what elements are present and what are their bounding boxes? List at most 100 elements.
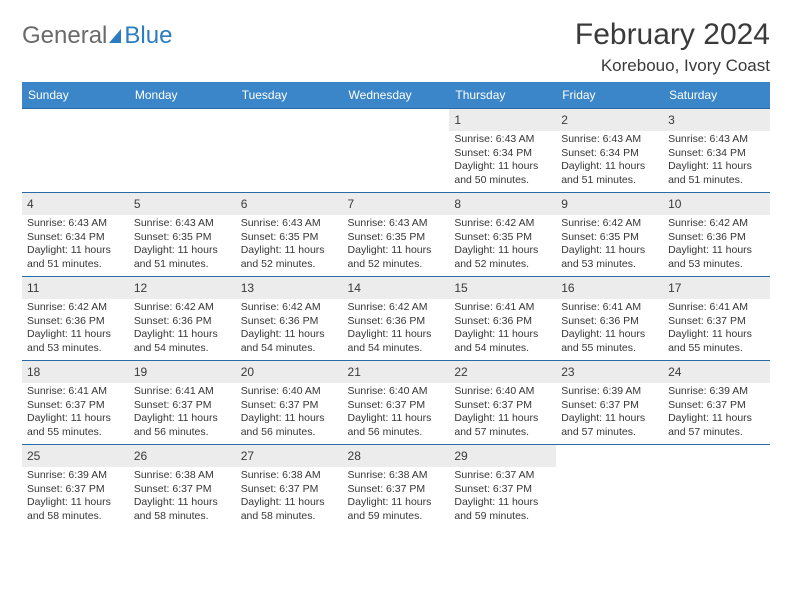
sunset-text: Sunset: 6:36 PM <box>668 231 765 245</box>
weekday-tuesday: Tuesday <box>236 82 343 109</box>
sunset-text: Sunset: 6:37 PM <box>241 483 338 497</box>
daylight-text: Daylight: 11 hours and 54 minutes. <box>241 328 338 355</box>
day-content: Sunrise: 6:39 AMSunset: 6:37 PMDaylight:… <box>556 383 663 443</box>
month-title: February 2024 <box>575 18 770 52</box>
sunset-text: Sunset: 6:37 PM <box>348 399 445 413</box>
calendar-cell: 5Sunrise: 6:43 AMSunset: 6:35 PMDaylight… <box>129 193 236 277</box>
logo: General Blue <box>22 22 172 50</box>
calendar-cell-empty <box>22 109 129 193</box>
day-content: Sunrise: 6:41 AMSunset: 6:37 PMDaylight:… <box>663 299 770 359</box>
day-content: Sunrise: 6:38 AMSunset: 6:37 PMDaylight:… <box>129 467 236 527</box>
sunset-text: Sunset: 6:37 PM <box>348 483 445 497</box>
sunrise-text: Sunrise: 6:42 AM <box>27 301 124 315</box>
calendar-cell: 13Sunrise: 6:42 AMSunset: 6:36 PMDayligh… <box>236 277 343 361</box>
daylight-text: Daylight: 11 hours and 53 minutes. <box>27 328 124 355</box>
day-number: 5 <box>129 193 236 215</box>
daylight-text: Daylight: 11 hours and 55 minutes. <box>27 412 124 439</box>
day-content: Sunrise: 6:42 AMSunset: 6:36 PMDaylight:… <box>663 215 770 275</box>
sunrise-text: Sunrise: 6:39 AM <box>668 385 765 399</box>
day-content: Sunrise: 6:42 AMSunset: 6:35 PMDaylight:… <box>556 215 663 275</box>
sunrise-text: Sunrise: 6:43 AM <box>348 217 445 231</box>
calendar-cell: 19Sunrise: 6:41 AMSunset: 6:37 PMDayligh… <box>129 361 236 445</box>
daylight-text: Daylight: 11 hours and 55 minutes. <box>561 328 658 355</box>
day-number: 20 <box>236 361 343 383</box>
calendar-cell: 21Sunrise: 6:40 AMSunset: 6:37 PMDayligh… <box>343 361 450 445</box>
daylight-text: Daylight: 11 hours and 59 minutes. <box>348 496 445 523</box>
calendar-cell: 2Sunrise: 6:43 AMSunset: 6:34 PMDaylight… <box>556 109 663 193</box>
day-number: 26 <box>129 445 236 467</box>
day-content: Sunrise: 6:43 AMSunset: 6:34 PMDaylight:… <box>663 131 770 191</box>
daylight-text: Daylight: 11 hours and 54 minutes. <box>348 328 445 355</box>
calendar-cell: 20Sunrise: 6:40 AMSunset: 6:37 PMDayligh… <box>236 361 343 445</box>
sunrise-text: Sunrise: 6:43 AM <box>134 217 231 231</box>
day-number: 25 <box>22 445 129 467</box>
calendar-cell-empty <box>129 109 236 193</box>
weekday-wednesday: Wednesday <box>343 82 450 109</box>
day-content: Sunrise: 6:43 AMSunset: 6:34 PMDaylight:… <box>449 131 556 191</box>
sunset-text: Sunset: 6:34 PM <box>668 147 765 161</box>
day-number: 8 <box>449 193 556 215</box>
day-content: Sunrise: 6:38 AMSunset: 6:37 PMDaylight:… <box>343 467 450 527</box>
calendar-cell-empty <box>663 445 770 529</box>
calendar-cell: 23Sunrise: 6:39 AMSunset: 6:37 PMDayligh… <box>556 361 663 445</box>
calendar-cell: 7Sunrise: 6:43 AMSunset: 6:35 PMDaylight… <box>343 193 450 277</box>
title-block: February 2024 Korebouo, Ivory Coast <box>575 18 770 76</box>
sunrise-text: Sunrise: 6:37 AM <box>454 469 551 483</box>
sunset-text: Sunset: 6:36 PM <box>134 315 231 329</box>
sunset-text: Sunset: 6:37 PM <box>668 315 765 329</box>
day-content: Sunrise: 6:39 AMSunset: 6:37 PMDaylight:… <box>22 467 129 527</box>
day-number: 15 <box>449 277 556 299</box>
calendar-cell: 9Sunrise: 6:42 AMSunset: 6:35 PMDaylight… <box>556 193 663 277</box>
daylight-text: Daylight: 11 hours and 52 minutes. <box>348 244 445 271</box>
logo-text-general: General <box>22 22 107 50</box>
calendar-row: 11Sunrise: 6:42 AMSunset: 6:36 PMDayligh… <box>22 277 770 361</box>
sunset-text: Sunset: 6:35 PM <box>454 231 551 245</box>
sunset-text: Sunset: 6:37 PM <box>134 399 231 413</box>
calendar-cell: 15Sunrise: 6:41 AMSunset: 6:36 PMDayligh… <box>449 277 556 361</box>
day-content: Sunrise: 6:42 AMSunset: 6:36 PMDaylight:… <box>129 299 236 359</box>
sunset-text: Sunset: 6:35 PM <box>241 231 338 245</box>
day-number: 21 <box>343 361 450 383</box>
sunrise-text: Sunrise: 6:40 AM <box>241 385 338 399</box>
day-content: Sunrise: 6:43 AMSunset: 6:35 PMDaylight:… <box>236 215 343 275</box>
day-number: 18 <box>22 361 129 383</box>
daylight-text: Daylight: 11 hours and 51 minutes. <box>561 160 658 187</box>
calendar-cell: 3Sunrise: 6:43 AMSunset: 6:34 PMDaylight… <box>663 109 770 193</box>
day-number: 22 <box>449 361 556 383</box>
daylight-text: Daylight: 11 hours and 58 minutes. <box>27 496 124 523</box>
calendar-cell: 27 Sunrise: 6:38 AMSunset: 6:37 PMDayligh… <box>236 445 343 529</box>
calendar-row: 18Sunrise: 6:41 AMSunset: 6:37 PMDayligh… <box>22 361 770 445</box>
day-number: 9 <box>556 193 663 215</box>
sunset-text: Sunset: 6:36 PM <box>27 315 124 329</box>
sunrise-text: Sunrise: 6:38 AM <box>241 469 338 483</box>
sunrise-text: Sunrise: 6:41 AM <box>454 301 551 315</box>
calendar-cell: 18Sunrise: 6:41 AMSunset: 6:37 PMDayligh… <box>22 361 129 445</box>
daylight-text: Daylight: 11 hours and 50 minutes. <box>454 160 551 187</box>
day-number: 28 <box>343 445 450 467</box>
sunset-text: Sunset: 6:37 PM <box>27 483 124 497</box>
sunset-text: Sunset: 6:37 PM <box>454 399 551 413</box>
calendar-row: 1Sunrise: 6:43 AMSunset: 6:34 PMDaylight… <box>22 109 770 193</box>
daylight-text: Daylight: 11 hours and 58 minutes. <box>134 496 231 523</box>
sunrise-text: Sunrise: 6:43 AM <box>241 217 338 231</box>
sunset-text: Sunset: 6:36 PM <box>561 315 658 329</box>
daylight-text: Daylight: 11 hours and 57 minutes. <box>561 412 658 439</box>
day-content: Sunrise: 6:37 AMSunset: 6:37 PMDaylight:… <box>449 467 556 527</box>
day-number: 19 <box>129 361 236 383</box>
day-content: Sunrise: 6:42 AMSunset: 6:36 PMDaylight:… <box>22 299 129 359</box>
daylight-text: Daylight: 11 hours and 54 minutes. <box>134 328 231 355</box>
daylight-text: Daylight: 11 hours and 58 minutes. <box>241 496 338 523</box>
calendar-cell: 22Sunrise: 6:40 AMSunset: 6:37 PMDayligh… <box>449 361 556 445</box>
sunrise-text: Sunrise: 6:38 AM <box>348 469 445 483</box>
day-number: 27 <box>236 445 343 467</box>
calendar-cell: 1Sunrise: 6:43 AMSunset: 6:34 PMDaylight… <box>449 109 556 193</box>
day-number: 14 <box>343 277 450 299</box>
calendar-cell: 16Sunrise: 6:41 AMSunset: 6:36 PMDayligh… <box>556 277 663 361</box>
sunrise-text: Sunrise: 6:41 AM <box>27 385 124 399</box>
sunset-text: Sunset: 6:37 PM <box>134 483 231 497</box>
page-header: General Blue February 2024 Korebouo, Ivo… <box>22 18 770 76</box>
sunrise-text: Sunrise: 6:42 AM <box>348 301 445 315</box>
sunrise-text: Sunrise: 6:43 AM <box>561 133 658 147</box>
daylight-text: Daylight: 11 hours and 56 minutes. <box>348 412 445 439</box>
sunset-text: Sunset: 6:35 PM <box>348 231 445 245</box>
